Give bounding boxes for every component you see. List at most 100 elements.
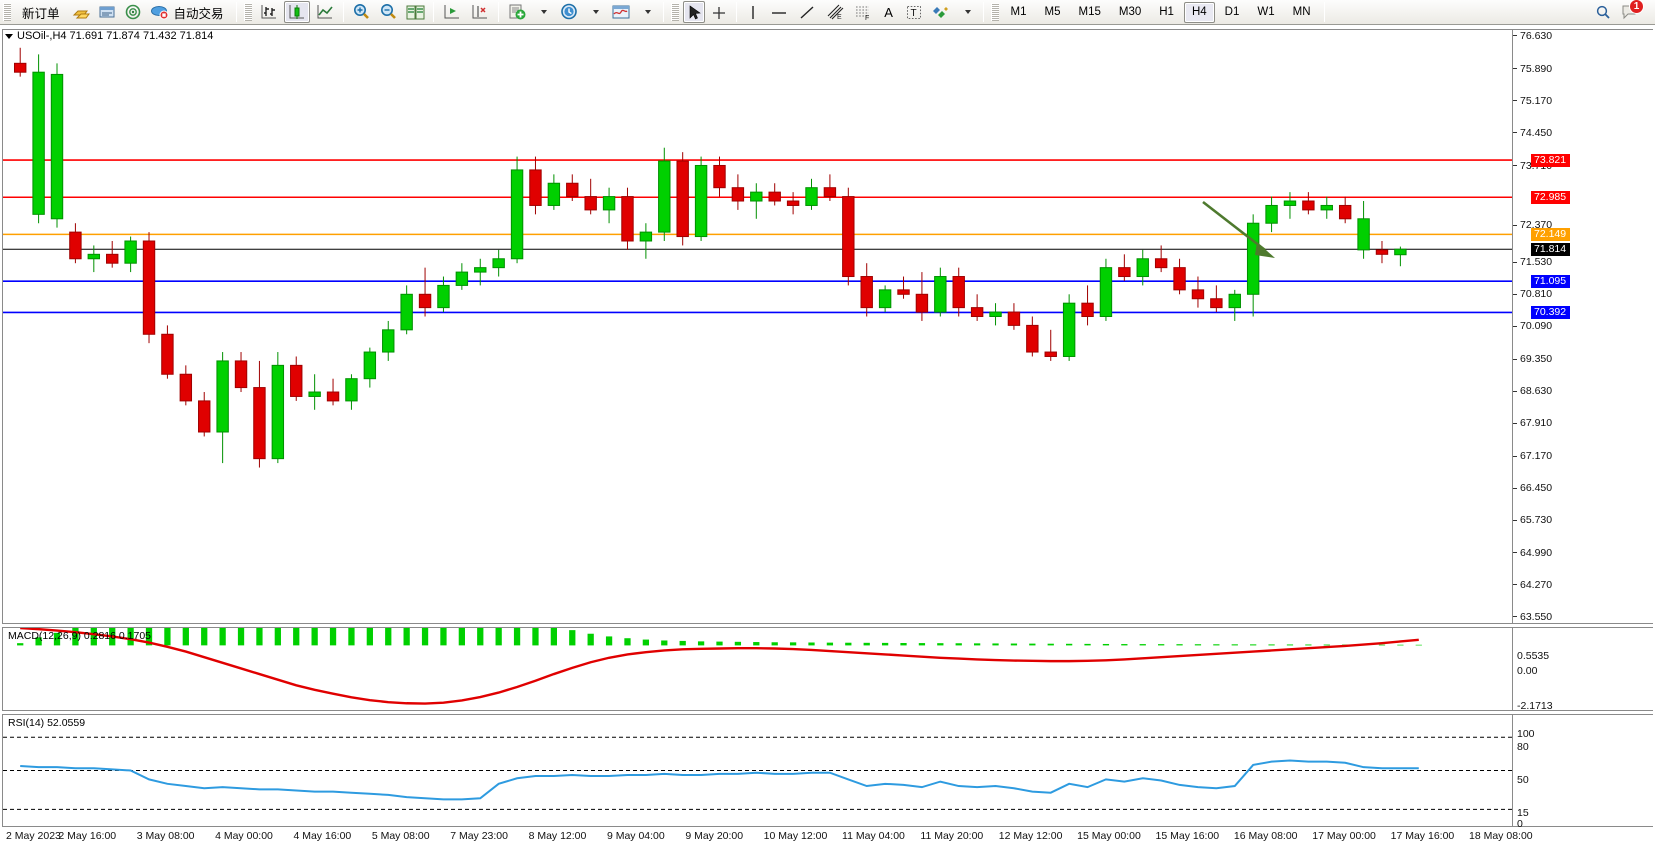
- time-tick-label: 4 May 00:00: [215, 830, 273, 842]
- candle-body: [124, 240, 137, 264]
- terminal-window-icon[interactable]: [95, 1, 119, 23]
- gold-bars-icon[interactable]: [69, 1, 93, 23]
- zoom-out-icon[interactable]: [376, 1, 401, 23]
- time-tick-label: 9 May 20:00: [685, 830, 744, 842]
- rsi-subwindow[interactable]: RSI(14) 52.0559: [2, 714, 1513, 827]
- templates-icon[interactable]: [608, 1, 634, 23]
- price-tick-label: 71.530: [1520, 256, 1553, 269]
- templates-dropdown[interactable]: [636, 1, 658, 23]
- equidistant-channel-icon[interactable]: E: [822, 1, 848, 23]
- toolbar-grip-4[interactable]: [990, 3, 999, 21]
- price-tick: 67.910: [1513, 417, 1552, 429]
- candle-body: [1044, 351, 1057, 357]
- price-level-label-resistance[interactable]: 72.985: [1531, 190, 1571, 204]
- toolbar-grip[interactable]: [3, 3, 11, 21]
- timeframe-mn[interactable]: MN: [1285, 2, 1319, 23]
- price-tick-label: 69.350: [1520, 353, 1553, 366]
- macd-axis-zero: 0.00: [1517, 665, 1538, 677]
- period-icon[interactable]: [556, 1, 582, 23]
- auto-trading-button[interactable]: 自动交易: [147, 1, 231, 23]
- auto-trading-label: 自动交易: [173, 6, 224, 21]
- candle-body: [878, 289, 892, 309]
- price-axis[interactable]: 76.63075.89075.17074.45073.71072.37071.5…: [1513, 29, 1653, 624]
- timeframe-label: D1: [1224, 6, 1240, 18]
- zoom-in-icon[interactable]: [349, 1, 374, 23]
- candle-body: [529, 169, 542, 206]
- notifications-icon[interactable]: 1: [1617, 0, 1644, 23]
- tile-windows-icon[interactable]: [403, 1, 428, 23]
- timeframe-m30[interactable]: M30: [1111, 2, 1149, 23]
- timeframe-m15[interactable]: M15: [1071, 2, 1109, 23]
- fibonacci-icon[interactable]: F: [850, 1, 876, 23]
- candle-body: [1007, 311, 1021, 326]
- candle-body: [750, 191, 763, 202]
- candle-body: [970, 307, 984, 318]
- text-icon[interactable]: A: [884, 4, 893, 20]
- timeframe-m1[interactable]: M1: [1003, 2, 1035, 23]
- price-level-label-support[interactable]: 71.095: [1531, 274, 1571, 288]
- candle-body: [326, 391, 340, 402]
- timeframe-h4[interactable]: H4: [1183, 1, 1215, 23]
- time-tick-label: 17 May 00:00: [1312, 830, 1376, 842]
- candle-body: [823, 187, 837, 198]
- candle-body: [731, 187, 745, 202]
- candle-body: [1246, 222, 1260, 295]
- time-tick-label: 11 May 20:00: [920, 830, 984, 842]
- tick-dash: [1513, 616, 1517, 618]
- candle-body: [1081, 302, 1094, 318]
- timeframe-m5[interactable]: M5: [1037, 2, 1069, 23]
- tick-dash: [1513, 390, 1517, 392]
- candle-body: [400, 293, 413, 331]
- cursor-icon[interactable]: [682, 1, 705, 23]
- price-level-label-resistance[interactable]: 73.821: [1531, 153, 1571, 167]
- candlestick-icon[interactable]: [283, 1, 310, 23]
- tick-dash: [1513, 358, 1517, 360]
- bar-chart-icon[interactable]: [256, 1, 282, 23]
- candle-body: [253, 387, 266, 460]
- period-dropdown[interactable]: [584, 1, 606, 23]
- drawings-dropdown[interactable]: [956, 1, 978, 23]
- signals-icon[interactable]: [121, 1, 145, 23]
- price-tick: 71.530: [1513, 256, 1553, 269]
- price-level-label-pivot[interactable]: 72.149: [1531, 227, 1571, 241]
- candle-body: [234, 360, 248, 389]
- price-level-label-last-price[interactable]: 71.814: [1531, 242, 1571, 256]
- price-tick-label: 63.550: [1520, 610, 1553, 623]
- timeframe-d1[interactable]: D1: [1217, 2, 1248, 23]
- tick-dash: [1513, 224, 1517, 226]
- data-window-icon[interactable]: [439, 1, 465, 23]
- vertical-line-icon[interactable]: [742, 1, 764, 23]
- toolbar-grip-2[interactable]: [243, 3, 252, 21]
- price-level-label-support[interactable]: 70.392: [1531, 305, 1571, 319]
- toolbar-grip-3[interactable]: [670, 3, 679, 21]
- horizontal-line-icon[interactable]: [766, 1, 792, 23]
- price-tick: 74.450: [1513, 127, 1552, 139]
- text-label-icon[interactable]: T: [902, 1, 926, 23]
- candle-body: [786, 200, 800, 206]
- tick-dash: [1513, 422, 1517, 424]
- trendline-icon[interactable]: [794, 1, 820, 23]
- price-chart-plot[interactable]: [2, 29, 1513, 624]
- price-tick: 68.630: [1513, 385, 1552, 397]
- time-tick-label: 11 May 04:00: [842, 830, 905, 842]
- timeframe-w1[interactable]: W1: [1249, 2, 1282, 23]
- new-order-button[interactable]: 新订单: [15, 1, 67, 23]
- timeframe-h1[interactable]: H1: [1151, 2, 1182, 23]
- drawings-icon[interactable]: [928, 1, 954, 23]
- grid-icon[interactable]: [467, 1, 493, 23]
- add-indicator-dropdown[interactable]: [532, 1, 554, 23]
- search-icon[interactable]: [1591, 1, 1615, 23]
- symbol-info-bar[interactable]: USOil-,H4 71.691 71.874 71.432 71.814: [0, 29, 213, 43]
- macd-subwindow[interactable]: MACD(12,26,9) 0.2816 0.1705: [2, 627, 1513, 711]
- collapse-triangle-icon[interactable]: [5, 33, 13, 39]
- add-indicator-icon[interactable]: [504, 1, 530, 23]
- rsi-line: [20, 759, 1419, 801]
- candle-body: [897, 289, 910, 295]
- crosshair-icon[interactable]: [707, 1, 731, 23]
- candle-body: [989, 311, 1002, 318]
- toolbar-divider-3: [432, 2, 434, 22]
- price-tick: 75.170: [1513, 95, 1552, 107]
- time-tick-label: 7 May 23:00: [450, 830, 508, 842]
- line-chart-icon[interactable]: [312, 1, 338, 23]
- chevron-down-icon-4: [964, 10, 971, 14]
